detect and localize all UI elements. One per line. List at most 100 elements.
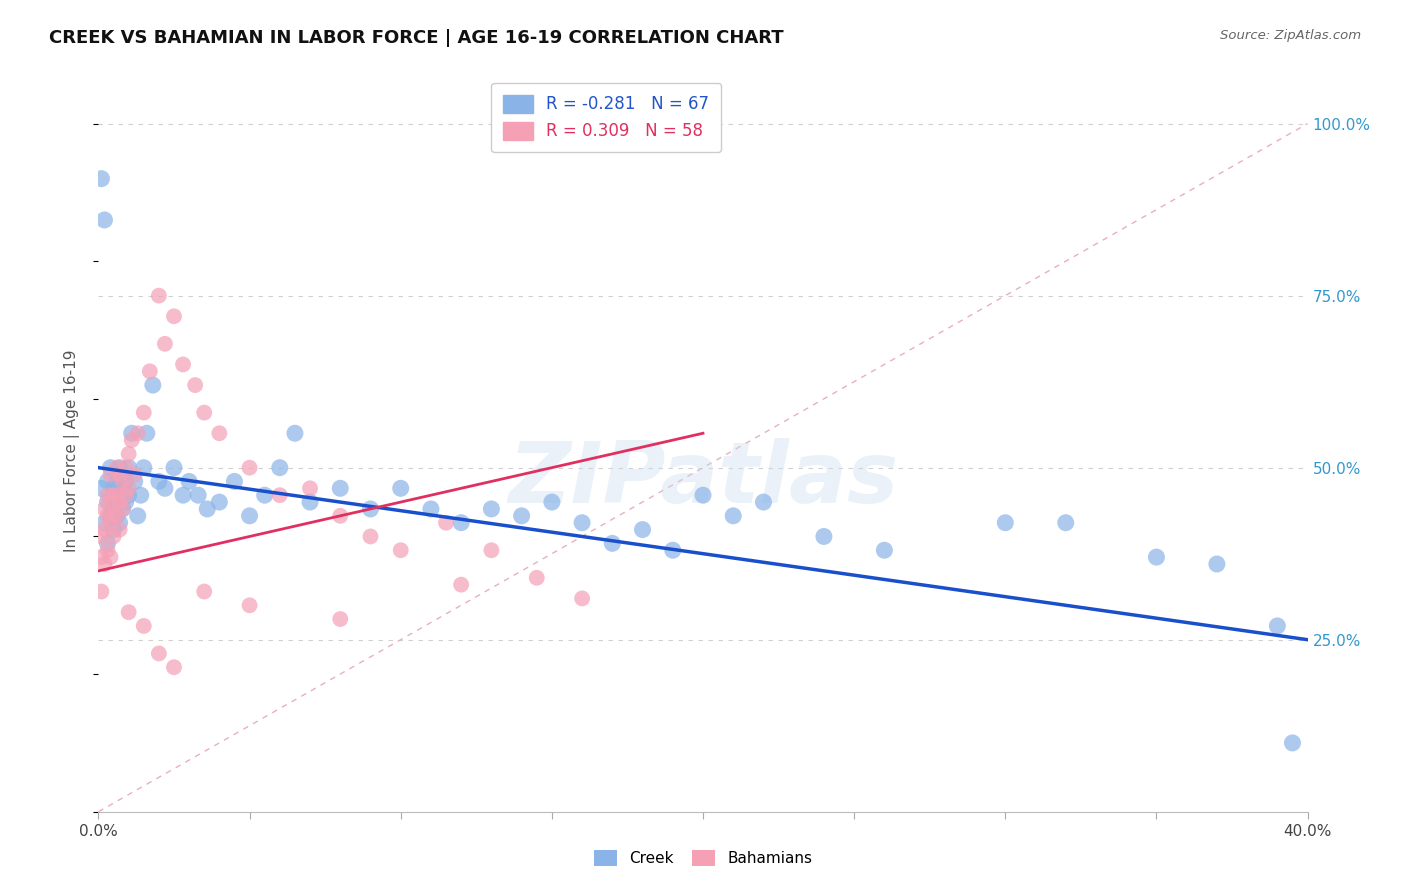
Point [299, 481, 322, 495]
Point [100, 550, 122, 565]
Point [148, 475, 170, 489]
Point [389, 481, 412, 495]
Point [163, 660, 186, 674]
Point [129, 488, 152, 502]
Point [108, 495, 131, 509]
Point [284, 426, 307, 441]
Point [269, 460, 291, 475]
Point [723, 508, 745, 523]
Point [114, 460, 136, 475]
Point [108, 488, 131, 502]
Point [450, 516, 472, 530]
Point [90, 550, 112, 565]
Point [111, 502, 134, 516]
Point [100, 495, 122, 509]
Point [127, 426, 149, 441]
Point [481, 502, 503, 516]
Point [108, 516, 131, 530]
Point [105, 508, 128, 523]
Point [571, 591, 593, 606]
Point [96, 508, 118, 523]
Point [142, 378, 165, 392]
Point [179, 475, 201, 489]
Point [124, 467, 146, 482]
Point [127, 508, 149, 523]
Point [360, 502, 382, 516]
Point [111, 481, 134, 495]
Point [96, 488, 118, 502]
Point [111, 475, 134, 489]
Point [114, 488, 136, 502]
Point [103, 523, 125, 537]
Text: CREEK VS BAHAMIAN IN LABOR FORCE | AGE 16-19 CORRELATION CHART: CREEK VS BAHAMIAN IN LABOR FORCE | AGE 1… [49, 29, 783, 46]
Point [602, 536, 624, 550]
Point [132, 619, 155, 633]
Point [118, 605, 141, 619]
Point [103, 488, 125, 502]
Point [105, 488, 128, 502]
Point [661, 543, 683, 558]
Point [329, 481, 352, 495]
Point [208, 426, 231, 441]
Point [1206, 557, 1229, 571]
Point [118, 447, 141, 461]
Point [93, 213, 115, 227]
Point [114, 475, 136, 489]
Point [163, 310, 186, 324]
Point [96, 543, 118, 558]
Point [114, 495, 136, 509]
Point [118, 460, 141, 475]
Point [103, 481, 125, 495]
Point [329, 612, 352, 626]
Point [450, 577, 472, 591]
Point [121, 426, 143, 441]
Point [121, 433, 143, 447]
Point [132, 460, 155, 475]
Point [239, 508, 262, 523]
Point [420, 502, 443, 516]
Point [90, 584, 112, 599]
Point [224, 475, 246, 489]
Point [1267, 619, 1289, 633]
Point [692, 488, 714, 502]
Point [163, 460, 186, 475]
Point [1144, 550, 1167, 565]
Point [153, 481, 176, 495]
Point [96, 475, 118, 489]
Point [90, 171, 112, 186]
Point [108, 460, 131, 475]
Point [108, 467, 131, 482]
Point [813, 529, 835, 543]
Point [172, 358, 194, 372]
Point [187, 488, 209, 502]
Point [631, 523, 654, 537]
Point [100, 516, 122, 530]
Point [96, 495, 118, 509]
Point [239, 599, 262, 613]
Point [96, 536, 118, 550]
Point [105, 508, 128, 523]
Point [360, 529, 382, 543]
Point [93, 557, 115, 571]
Point [139, 364, 162, 378]
Point [118, 488, 141, 502]
Point [193, 406, 215, 420]
Legend: R = -0.281   N = 67, R = 0.309   N = 58: R = -0.281 N = 67, R = 0.309 N = 58 [492, 83, 721, 152]
Text: ZIPatlas: ZIPatlas [508, 438, 898, 521]
Point [994, 516, 1017, 530]
Point [103, 502, 125, 516]
Point [93, 516, 115, 530]
Point [111, 502, 134, 516]
Point [389, 543, 412, 558]
Point [269, 488, 291, 502]
Point [253, 488, 276, 502]
Point [1281, 736, 1303, 750]
Point [184, 378, 207, 392]
Point [481, 543, 503, 558]
Point [132, 406, 155, 420]
Point [135, 426, 157, 441]
Point [105, 475, 128, 489]
Point [873, 543, 896, 558]
Point [193, 584, 215, 599]
Point [93, 523, 115, 537]
